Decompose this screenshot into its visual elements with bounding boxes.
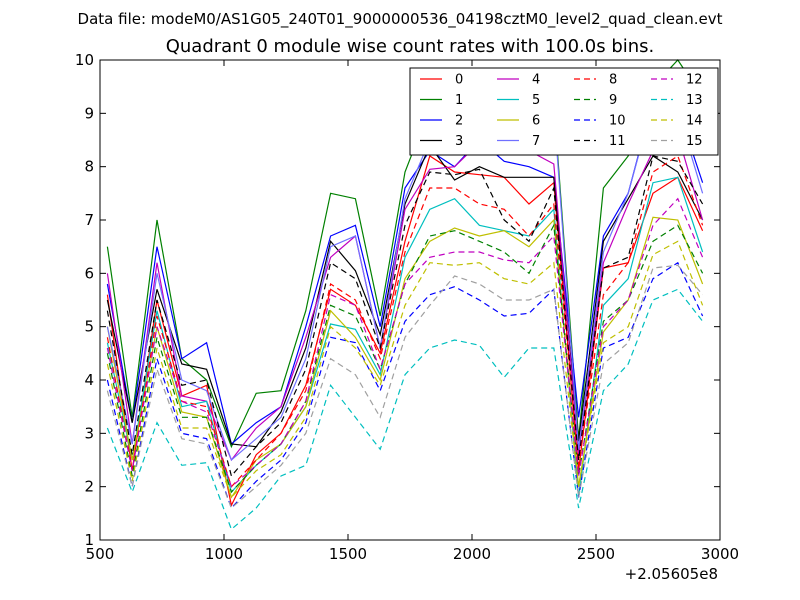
y-tick-label: 6: [84, 264, 94, 282]
legend-label-12: 12: [686, 73, 703, 88]
series-line-3: [106, 144, 704, 448]
legend-label-13: 13: [686, 93, 703, 108]
x-tick-label: 2000: [453, 545, 491, 563]
figure-suptitle: Data file: modeM0/AS1G05_240T01_90000005…: [78, 10, 723, 29]
legend-label-7: 7: [532, 134, 540, 149]
x-tick-label: 500: [86, 545, 115, 563]
legend-label-3: 3: [455, 134, 463, 149]
legend-label-11: 11: [609, 134, 626, 149]
legend-label-10: 10: [609, 114, 626, 129]
legend-label-1: 1: [455, 93, 463, 108]
x-tick-label: 1000: [205, 545, 243, 563]
x-offset-label: +2.05605e8: [625, 565, 718, 583]
series-line-2: [106, 99, 704, 446]
y-tick-label: 3: [84, 424, 94, 442]
series-line-12: [106, 197, 704, 488]
y-tick-label: 2: [84, 478, 94, 496]
series-line-0: [106, 155, 704, 508]
plot-lines: [106, 59, 704, 531]
legend-label-0: 0: [455, 73, 463, 88]
chart-title: Quadrant 0 module wise count rates with …: [166, 36, 655, 57]
legend-label-15: 15: [686, 134, 703, 149]
x-tick-label: 3000: [701, 545, 739, 563]
series-line-13: [106, 288, 704, 531]
series-line-5: [106, 176, 704, 498]
legend-label-14: 14: [686, 114, 703, 129]
x-tick-label: 2500: [577, 545, 615, 563]
legend-label-5: 5: [532, 93, 540, 108]
series-line-14: [106, 240, 704, 499]
y-tick-label: 4: [84, 371, 94, 389]
series-line-15: [106, 264, 704, 510]
y-tick-label: 5: [84, 318, 94, 336]
legend-label-9: 9: [609, 93, 617, 108]
legend-label-6: 6: [532, 114, 540, 129]
series-line-7: [106, 101, 704, 462]
y-tick-label: 10: [75, 51, 94, 69]
legend-label-2: 2: [455, 114, 463, 129]
series-line-10: [106, 261, 704, 510]
y-tick-label: 7: [84, 211, 94, 229]
series-line-11: [106, 155, 704, 478]
series-line-1: [106, 59, 704, 449]
y-tick-label: 9: [84, 104, 94, 122]
axes-frame: [99, 59, 721, 541]
legend-label-8: 8: [609, 73, 617, 88]
x-tick-label: 1500: [329, 545, 367, 563]
y-tick-label: 8: [84, 158, 94, 176]
series-line-8: [106, 155, 704, 488]
y-tick-label: 1: [84, 531, 94, 549]
legend-label-4: 4: [532, 73, 540, 88]
